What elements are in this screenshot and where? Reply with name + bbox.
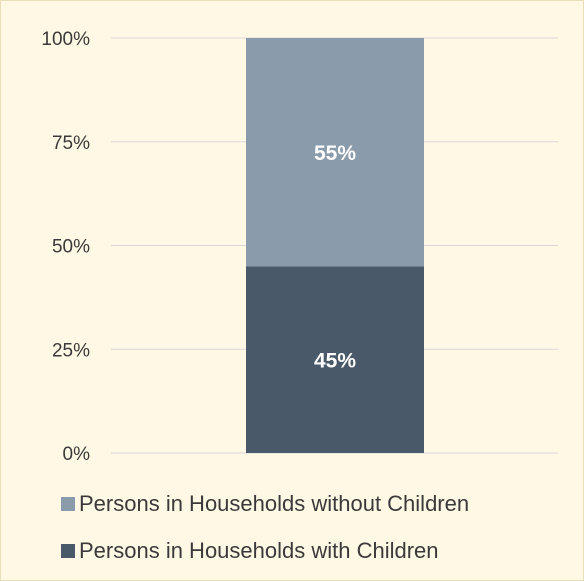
y-tick-label: 0% — [63, 444, 91, 465]
bar-segment-with-children — [246, 266, 424, 453]
legend-label-with-children: Persons in Households with Children — [79, 538, 439, 563]
legend-label-without-children: Persons in Households without Children — [79, 491, 470, 516]
legend-item-without-children: Persons in Households without Children — [61, 487, 571, 521]
data-label-with-children: 45% — [314, 350, 356, 373]
chart-legend: Persons in Households without Children P… — [61, 487, 571, 581]
data-label-without-children: 55% — [314, 142, 356, 165]
y-tick-label: 50% — [52, 237, 90, 258]
legend-swatch-without-children — [61, 497, 75, 511]
bar-segment-without-children — [246, 38, 424, 267]
y-tick-label: 75% — [52, 133, 90, 154]
y-tick-label: 100% — [41, 29, 90, 50]
legend-item-with-children: Persons in Households with Children — [61, 534, 571, 568]
chart-plot: 0% 25% 50% 75% 100% 45% 55% — [41, 29, 558, 465]
legend-swatch-with-children — [61, 544, 75, 558]
y-tick-label: 25% — [52, 340, 90, 361]
